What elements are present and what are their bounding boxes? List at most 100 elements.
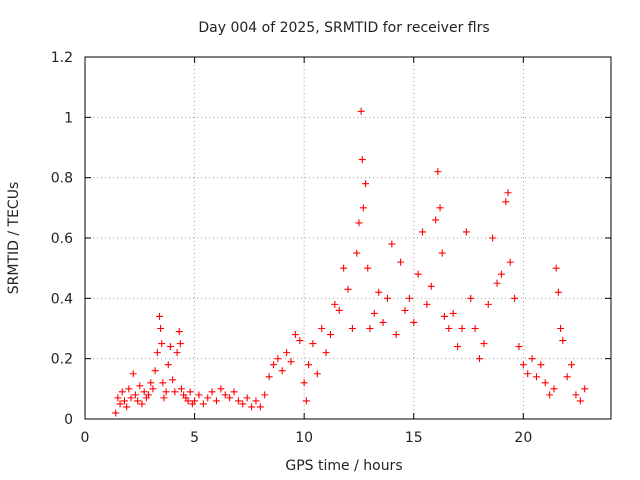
data-point: [157, 325, 165, 332]
grid-lines: [85, 57, 611, 419]
x-tick-label: 15: [405, 430, 423, 446]
plot-frame: [84, 56, 612, 420]
data-point: [131, 391, 139, 399]
data-point: [458, 325, 466, 332]
data-point: [213, 397, 220, 405]
x-tick-label: 20: [514, 430, 532, 446]
y-tick-label: 0.4: [51, 291, 73, 307]
data-point: [195, 391, 203, 399]
data-point: [410, 318, 418, 326]
data-point: [335, 306, 343, 314]
data-point: [127, 394, 135, 402]
data-point: [528, 355, 536, 363]
axis-ticks: 0 5 10 15 20 0 0.2 0.4 0.6 0.8 1 1.2: [51, 50, 611, 446]
data-point: [234, 397, 242, 405]
data-point: [116, 400, 124, 408]
data-point: [563, 373, 571, 381]
data-point: [397, 258, 405, 266]
data-point: [480, 340, 488, 348]
data-point: [239, 400, 247, 408]
data-series-srmtid: [112, 107, 589, 417]
data-point: [427, 282, 435, 290]
data-point: [379, 318, 387, 326]
data-point: [572, 391, 580, 399]
data-point: [445, 325, 453, 332]
data-point: [158, 340, 166, 348]
data-point: [175, 328, 183, 336]
data-point: [515, 343, 523, 351]
data-point: [326, 331, 334, 339]
data-point: [362, 180, 370, 188]
data-point: [440, 312, 448, 320]
data-point: [423, 300, 431, 308]
y-tick-label: 0.6: [51, 231, 73, 247]
data-point: [484, 300, 492, 308]
data-point: [269, 361, 277, 369]
data-point: [191, 397, 199, 405]
data-point: [449, 309, 457, 317]
data-point: [173, 349, 181, 357]
data-point: [217, 385, 225, 393]
data-point: [405, 294, 413, 302]
data-point: [287, 358, 295, 366]
data-point: [581, 385, 589, 393]
data-point: [331, 300, 339, 308]
data-point: [506, 258, 514, 266]
y-tick-label: 0: [64, 412, 73, 428]
data-point: [230, 388, 238, 396]
data-point: [546, 391, 554, 399]
data-point: [147, 379, 155, 387]
y-tick-label: 0.2: [51, 352, 73, 368]
data-point: [151, 367, 159, 375]
data-point: [318, 325, 326, 332]
x-tick-label: 5: [190, 430, 199, 446]
data-point: [364, 264, 372, 272]
data-point: [123, 403, 131, 411]
data-point: [149, 385, 157, 393]
data-point: [434, 168, 442, 176]
x-tick-label: 0: [81, 430, 90, 446]
data-point: [504, 189, 512, 197]
data-point: [252, 397, 260, 405]
data-point: [502, 198, 510, 206]
data-point: [471, 325, 479, 332]
data-point: [353, 249, 361, 257]
data-point: [243, 394, 251, 402]
data-point: [576, 397, 584, 405]
data-point: [401, 306, 409, 314]
data-point: [344, 285, 352, 293]
data-point: [436, 204, 444, 212]
data-point: [392, 331, 400, 339]
data-point: [256, 403, 264, 411]
data-point: [557, 325, 565, 332]
data-point: [136, 382, 144, 390]
data-point: [519, 361, 527, 369]
data-point: [164, 361, 172, 369]
data-point: [199, 400, 207, 408]
data-point: [186, 388, 194, 396]
data-point: [438, 249, 446, 257]
data-point: [291, 331, 299, 339]
data-point: [541, 379, 549, 387]
data-point: [283, 349, 291, 357]
data-point: [568, 361, 576, 369]
data-point: [118, 388, 126, 396]
data-point: [166, 343, 174, 351]
data-point: [432, 216, 440, 224]
data-point: [278, 367, 286, 375]
data-point: [140, 388, 148, 396]
data-point: [300, 379, 308, 387]
data-point: [489, 234, 497, 242]
y-tick-label: 0.8: [51, 171, 73, 187]
data-point: [370, 309, 378, 317]
data-point: [160, 394, 168, 402]
data-point: [261, 391, 269, 399]
data-point: [537, 361, 545, 369]
data-point: [184, 397, 192, 405]
data-point: [375, 288, 383, 296]
data-point: [153, 349, 161, 357]
data-point: [226, 394, 234, 402]
y-tick-label: 1.2: [51, 50, 73, 66]
